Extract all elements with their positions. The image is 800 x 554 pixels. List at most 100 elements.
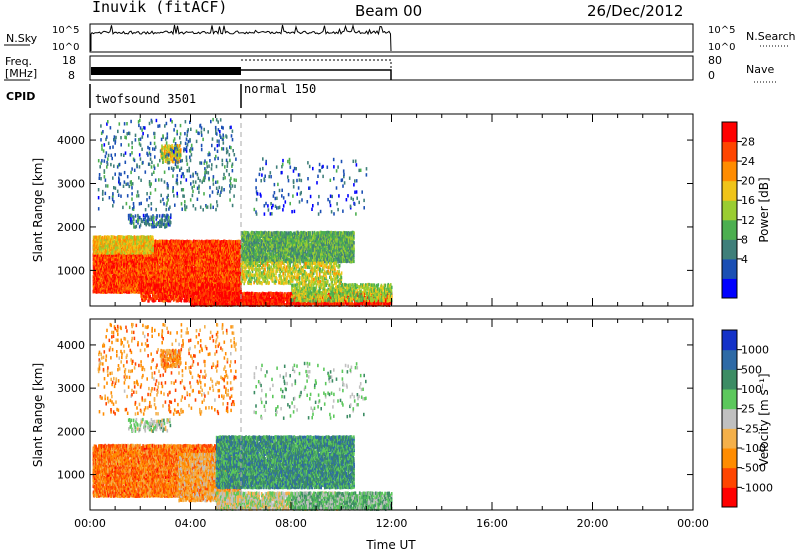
- data-cell: [124, 282, 127, 286]
- data-cell: [160, 239, 162, 243]
- date-label: 26/Dec/2012: [587, 2, 683, 20]
- data-cell: [99, 256, 101, 261]
- data-cell: [130, 264, 132, 268]
- data-cell: [160, 247, 162, 252]
- data-cell: [110, 263, 112, 267]
- data-cell: [146, 271, 148, 275]
- data-cell: [131, 257, 133, 261]
- data-cell: [101, 286, 103, 290]
- data-cell: [160, 255, 163, 259]
- data-cell: [156, 253, 158, 257]
- data-cell: [116, 282, 119, 286]
- data-cell: [148, 280, 151, 284]
- data-cell: [142, 267, 145, 271]
- data-cell: [157, 278, 160, 282]
- data-cell: [105, 290, 108, 294]
- data-cell: [122, 280, 125, 284]
- data-cell: [118, 255, 121, 259]
- data-cell: [133, 290, 136, 294]
- data-cell: [99, 258, 101, 263]
- data-cell: [117, 271, 120, 275]
- data-cell: [124, 286, 127, 290]
- data-cell: [116, 263, 119, 267]
- data-cell: [114, 284, 117, 289]
- data-cell: [121, 263, 123, 267]
- data-cell: [116, 288, 118, 292]
- data-cell: [126, 280, 129, 285]
- data-cell: [122, 259, 125, 263]
- data-cell: [116, 272, 118, 277]
- data-cell: [162, 243, 164, 248]
- data-cell: [131, 259, 133, 263]
- data-cell: [121, 275, 123, 279]
- data-cell: [108, 258, 111, 263]
- data-cell: [162, 249, 164, 253]
- data-cell: [129, 284, 131, 288]
- data-cell: [116, 261, 118, 265]
- data-cell: [130, 267, 132, 271]
- data-cell: [162, 262, 164, 267]
- data-cell: [137, 278, 139, 283]
- data-cell: [121, 257, 123, 261]
- data-cell: [138, 253, 141, 258]
- data-cell: [158, 270, 160, 274]
- data-cell: [149, 265, 152, 269]
- data-cell: [92, 280, 95, 284]
- data-cell: [137, 268, 139, 272]
- data-cell: [130, 253, 132, 258]
- data-cell: [148, 259, 151, 263]
- data-cell: [124, 255, 126, 259]
- data-cell: [105, 280, 107, 285]
- data-cell: [107, 259, 109, 264]
- data-cell: [141, 280, 143, 285]
- data-cell: [136, 282, 138, 286]
- data-cell: [158, 268, 161, 273]
- data-cell: [112, 259, 115, 263]
- data-cell: [132, 255, 135, 260]
- data-cell: [141, 270, 144, 274]
- data-cell: [103, 264, 106, 269]
- data-cell: [116, 265, 119, 269]
- data-cell: [139, 261, 142, 265]
- data-cell: [125, 272, 127, 277]
- data-cell: [95, 273, 97, 277]
- data-cell: [155, 251, 158, 255]
- data-cell: [158, 241, 161, 245]
- data-cell: [141, 259, 144, 263]
- data-cell: [100, 282, 102, 286]
- data-cell: [92, 278, 95, 282]
- data-cell: [123, 278, 126, 283]
- data-cell: [117, 257, 120, 261]
- data-cell: [142, 274, 144, 278]
- data-cell: [126, 259, 128, 263]
- data-cell: [113, 272, 116, 276]
- data-cell: [95, 290, 98, 294]
- freq-label: Freq.: [5, 55, 32, 68]
- data-cell: [148, 261, 150, 265]
- data-cell: [121, 267, 123, 271]
- data-cell: [137, 272, 139, 277]
- data-cell: [98, 255, 100, 259]
- data-cell: [162, 255, 164, 259]
- data-cell: [127, 278, 129, 282]
- data-cell: [95, 280, 97, 284]
- data-cell: [135, 278, 137, 283]
- data-cell: [97, 286, 99, 290]
- data-cell: [102, 257, 104, 262]
- data-cell: [132, 283, 135, 288]
- data-cell: [148, 255, 150, 259]
- data-cell: [102, 290, 105, 294]
- data-cell: [111, 267, 114, 271]
- data-cell: [119, 280, 121, 285]
- data-cell: [128, 272, 131, 277]
- nsky-tick-top: 10^5: [52, 25, 79, 36]
- data-cell: [119, 267, 121, 271]
- data-cell: [158, 274, 160, 278]
- data-cell: [138, 261, 141, 265]
- data-cell: [162, 276, 164, 281]
- data-cell: [137, 257, 140, 261]
- data-cell: [122, 288, 125, 292]
- data-cell: [112, 288, 115, 292]
- data-cell: [101, 265, 103, 269]
- data-cell: [93, 263, 96, 267]
